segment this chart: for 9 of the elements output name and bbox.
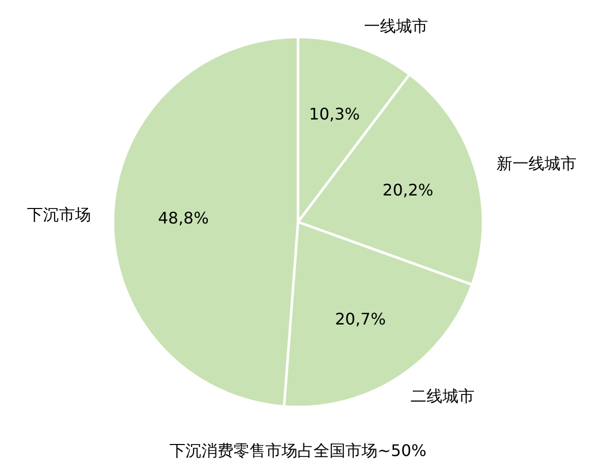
slice-label: 下沉市场: [27, 205, 92, 224]
slice-label: 新一线城市: [496, 154, 576, 173]
data-label: 10,3%: [309, 104, 360, 124]
data-label: 20,2%: [382, 180, 434, 200]
slice-label: 一线城市: [364, 16, 428, 36]
data-label: 20,7%: [334, 309, 386, 328]
data-label: 48,8%: [158, 208, 209, 228]
slice-label: 二线城市: [410, 386, 475, 406]
text: 下沉消费零售市场占全国市场~50%: [170, 441, 426, 460]
